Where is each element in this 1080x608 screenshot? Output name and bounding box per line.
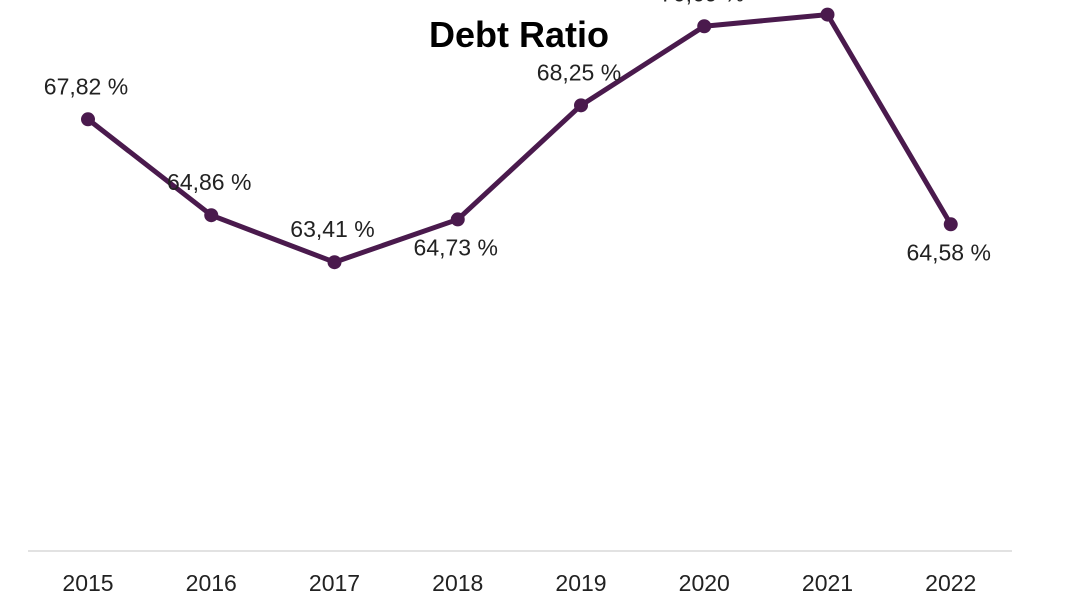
data-point-2022 [943,217,958,232]
x-tick-label-2022: 2022 [925,570,976,596]
data-label-2022: 64,58 % [907,239,991,265]
x-tick-label-2021: 2021 [802,570,853,596]
data-point-2018 [450,212,465,227]
data-label-2019: 68,25 % [537,59,621,85]
x-tick-label-2018: 2018 [432,570,483,596]
data-label-2020: 70,69 % [660,0,744,6]
chart-title: Debt Ratio [429,14,609,55]
x-axis-ticks: 2015 2016 2017 2018 2019 2020 2021 2022 [62,570,976,596]
data-point-2016 [204,208,219,223]
data-label-2018: 64,73 % [414,234,498,260]
data-labels: 67,82 % 64,86 % 63,41 % 64,73 % 68,25 % 70,69… [44,0,991,265]
data-label-2016: 64,86 % [167,169,251,195]
data-point-2017 [327,255,342,270]
data-point-2015 [81,112,95,127]
x-tick-label-2020: 2020 [679,570,730,596]
data-label-2017: 63,41 % [290,216,374,242]
x-tick-label-2015: 2015 [62,570,113,596]
x-tick-label-2019: 2019 [555,570,606,596]
x-tick-label-2016: 2016 [186,570,237,596]
data-point-2020 [697,19,712,34]
x-tick-label-2017: 2017 [309,570,360,596]
data-point-2021 [820,7,835,22]
series-group [81,7,958,270]
data-point-2019 [574,98,588,113]
series-line [85,12,954,265]
data-label-2015: 67,82 % [44,73,128,99]
